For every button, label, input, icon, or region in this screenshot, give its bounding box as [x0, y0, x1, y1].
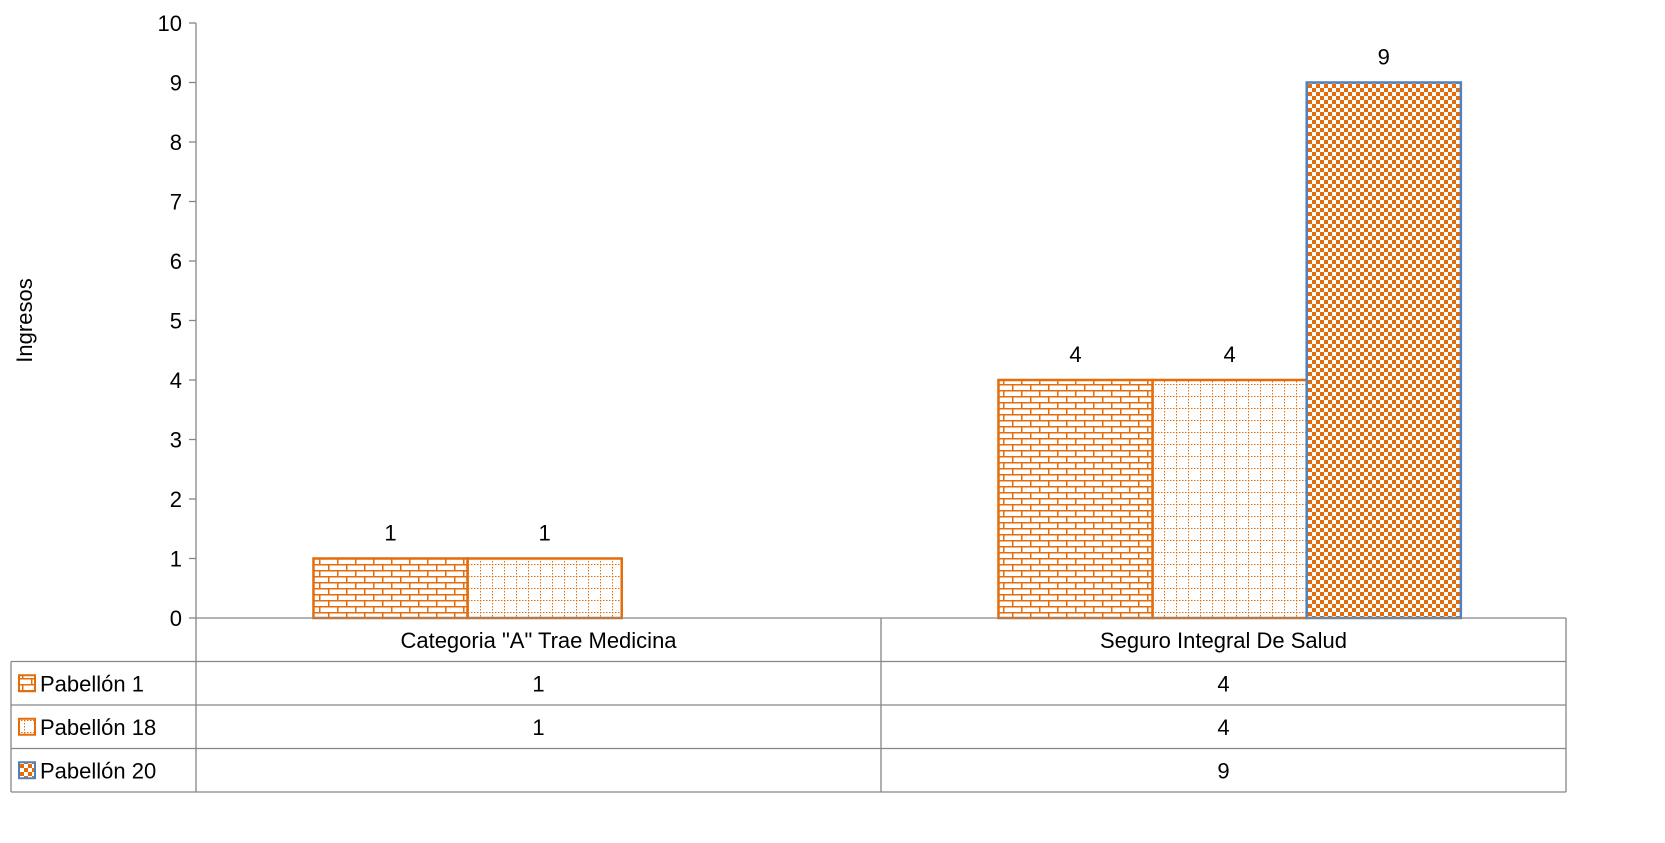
- table-cell-value: 4: [1217, 715, 1229, 740]
- bar-pabell-n-20-1: [1307, 83, 1461, 619]
- y-tick-label: 2: [170, 487, 182, 512]
- bar-pabell-n-18-0: [468, 559, 622, 619]
- category-label: Seguro Integral De Salud: [1100, 628, 1347, 653]
- legend-series-name: Pabellón 20: [40, 758, 156, 783]
- legend-swatch-pabell-n-20: [19, 762, 35, 778]
- y-tick-label: 4: [170, 368, 182, 393]
- y-tick-label: 1: [170, 547, 182, 572]
- bar-value-label: 9: [1378, 45, 1390, 70]
- y-tick-label: 9: [170, 71, 182, 96]
- legend-swatch-pabell-n-1: [19, 675, 35, 691]
- y-axis-title: Ingresos: [12, 278, 37, 362]
- y-tick-label: 6: [170, 249, 182, 274]
- y-tick-label: 3: [170, 428, 182, 453]
- legend-swatch-pabell-n-18: [19, 719, 35, 735]
- bar-value-label: 1: [539, 521, 551, 546]
- bar-value-label: 1: [384, 521, 396, 546]
- table-cell-value: 1: [532, 715, 544, 740]
- y-tick-label: 0: [170, 606, 182, 631]
- category-label: Categoria "A" Trae Medicina: [400, 628, 677, 653]
- y-tick-label: 5: [170, 309, 182, 334]
- bars: [313, 83, 1460, 619]
- y-tick-label: 7: [170, 190, 182, 215]
- bar-pabell-n-1-0: [313, 559, 467, 619]
- bar-value-label: 4: [1069, 342, 1081, 367]
- y-tick-label: 8: [170, 130, 182, 155]
- y-axis: 0 1 2 3 4 5 6 7 8 9 10: [158, 11, 196, 631]
- table-cell-value: 9: [1217, 758, 1229, 783]
- y-axis-label: Ingresos: [12, 278, 37, 362]
- bar-pabell-n-18-1: [1153, 380, 1307, 618]
- legend-series-name: Pabellón 1: [40, 671, 144, 696]
- table-cell-value: 4: [1217, 671, 1229, 696]
- bar-value-label: 4: [1224, 342, 1236, 367]
- y-tick-label: 10: [158, 11, 182, 36]
- table-cell-value: 1: [532, 671, 544, 696]
- bar-pabell-n-1-1: [998, 380, 1152, 618]
- data-table: Categoria "A" Trae Medicina Seguro Integr…: [11, 618, 1566, 792]
- legend-series-name: Pabellón 18: [40, 715, 156, 740]
